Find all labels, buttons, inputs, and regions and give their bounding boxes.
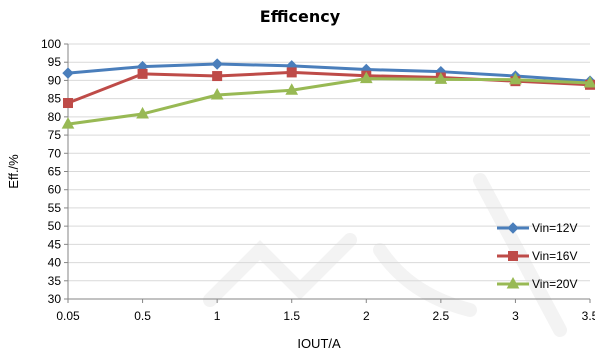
x-tick-label: 2.5 [433,309,450,323]
y-tick-label: 85 [48,92,62,106]
legend-swatch-marker [506,276,520,289]
data-point [212,71,223,82]
y-tick-label: 30 [48,292,62,306]
y-tick-label: 60 [48,183,62,197]
data-point [63,98,73,109]
y-tick-label: 90 [48,73,62,87]
data-point [136,106,149,119]
axes [67,44,591,303]
x-tick-label: 1.5 [283,309,300,323]
grid-lines [64,43,590,300]
chart-title: Efficency [260,7,341,26]
x-axis-label: IOUT/A [297,336,341,351]
x-tick-label: 2 [363,309,370,323]
y-axis-label: Eff./% [6,154,21,189]
series-line [67,77,591,126]
x-tick-label: 3.5 [582,309,595,323]
legend-item: Vin=12V [497,221,578,235]
legend-item: Vin=16V [497,249,578,263]
x-tick-label: 0.5 [134,309,151,323]
y-tick-label: 80 [48,110,62,124]
series-3 [61,71,595,129]
data-point [61,117,75,129]
data-point [62,67,74,79]
y-tick-label: 95 [48,55,62,69]
y-tick-label: 35 [48,274,62,288]
y-tick-label: 40 [48,256,62,270]
x-tick-label: 0.05 [56,309,80,323]
legend-label: Vin=16V [532,249,578,263]
y-tick-label: 70 [48,146,62,160]
legend: Vin=12V Vin=16V Vin=20V [497,221,578,291]
x-tick-label: 1 [214,309,221,323]
data-point [583,75,595,88]
y-tick-label: 100 [41,37,61,51]
legend-swatch-marker [508,251,518,261]
data-point [285,83,299,95]
series-group [61,58,595,129]
y-tick-label: 75 [48,128,62,142]
data-point [434,72,448,84]
x-tick-label: 3 [512,309,519,323]
y-tick-label: 65 [48,165,62,179]
data-point [137,68,148,79]
series-line [67,62,591,83]
legend-label: Vin=20V [532,277,578,291]
y-tick-label: 45 [48,237,62,251]
data-point [359,71,373,84]
x-tick-labels: 0.05 0.5 1 1.5 2 2.5 3 3.5 [56,309,595,323]
legend-item: Vin=20V [497,276,578,291]
y-tick-labels: 30 35 40 45 50 55 60 65 70 75 80 85 90 95 100 [41,37,61,306]
legend-label: Vin=12V [532,221,578,235]
data-point [509,72,522,85]
legend-swatch-marker [507,222,519,234]
data-point [286,67,297,78]
data-point [211,58,223,70]
data-point [210,87,224,100]
y-tick-label: 55 [48,201,62,215]
y-tick-label: 50 [48,219,62,233]
